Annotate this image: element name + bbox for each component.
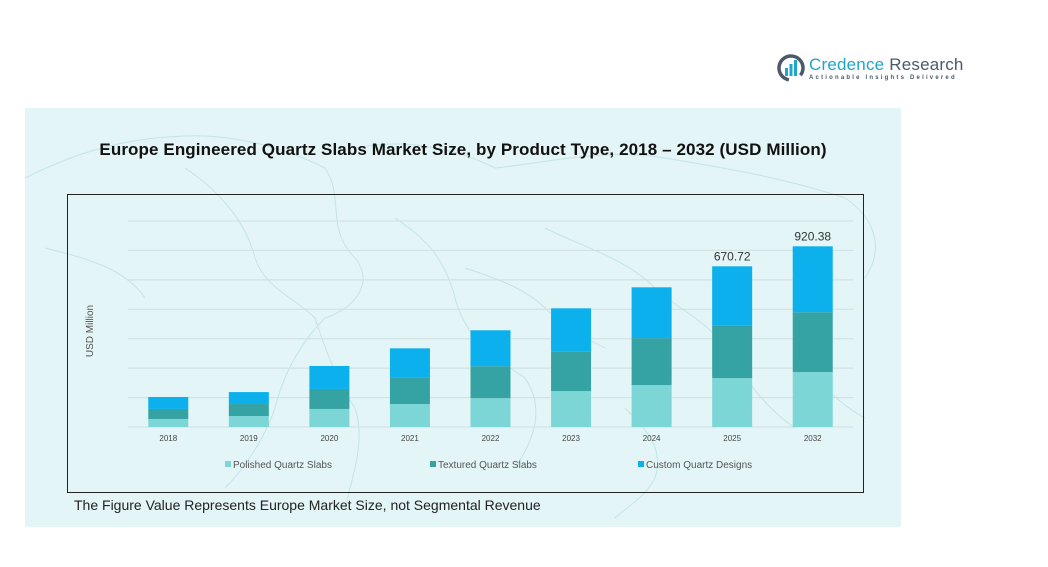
bar-segment-polished-quartz-slabs — [148, 418, 189, 427]
bar-stack-2032 — [792, 246, 833, 427]
bar-segment-custom-quartz-designs — [470, 330, 511, 367]
bar-chart-logo-icon — [777, 54, 805, 82]
legend-label: Custom Quartz Designs — [646, 460, 752, 471]
bar-segment-textured-quartz-slabs — [309, 388, 350, 409]
brand-name: Credence Research — [809, 54, 964, 74]
bar-segment-textured-quartz-slabs — [470, 366, 511, 399]
brand-tagline: Actionable Insights Delivered — [809, 74, 957, 81]
legend-swatch — [225, 461, 231, 467]
bar-stack-2025 — [712, 266, 753, 427]
x-tick-label: 2019 — [240, 434, 258, 443]
bar-stack-2019 — [228, 392, 269, 427]
bar-segment-custom-quartz-designs — [551, 308, 592, 352]
stacked-bar-chart: 2018 2019 2020 2021 2022 2023 2024 2025 670.72 20… — [85, 220, 853, 471]
bar-stack-2018 — [148, 396, 189, 427]
chart-panel: Europe Engineered Quartz Slabs Market Si… — [25, 108, 901, 527]
y-axis-label: USD Million — [85, 305, 96, 357]
chart-frame: 2018 2019 2020 2021 2022 2023 2024 2025 670.72 20… — [67, 194, 864, 493]
legend-item: Textured Quartz Slabs — [430, 460, 537, 471]
bar-segment-textured-quartz-slabs — [389, 377, 430, 405]
x-tick-label: 2023 — [562, 434, 580, 443]
bar-segment-textured-quartz-slabs — [148, 408, 189, 419]
bar-stack-2024 — [631, 287, 672, 427]
bar-segment-textured-quartz-slabs — [712, 325, 753, 379]
legend-item: Custom Quartz Designs — [638, 460, 752, 471]
bar-segment-custom-quartz-designs — [389, 348, 430, 378]
bar-segment-polished-quartz-slabs — [228, 416, 269, 427]
data-label-total: 920.38 — [794, 229, 831, 243]
bar-segment-custom-quartz-designs — [792, 246, 833, 313]
x-tick-label: 2024 — [643, 434, 661, 443]
legend-item: Polished Quartz Slabs — [225, 460, 332, 471]
legend-label: Polished Quartz Slabs — [233, 460, 332, 471]
x-tick-label: 2032 — [804, 434, 822, 443]
data-label-total: 670.72 — [714, 249, 751, 263]
bar-segment-custom-quartz-designs — [712, 266, 753, 326]
x-tick-label: 2022 — [482, 434, 500, 443]
bar-stack-2021 — [389, 348, 430, 427]
bar-segment-custom-quartz-designs — [309, 365, 350, 389]
bar-segment-custom-quartz-designs — [148, 396, 189, 409]
x-tick-label: 2025 — [723, 434, 741, 443]
bar-stack-2020 — [309, 365, 350, 427]
legend-label: Textured Quartz Slabs — [438, 460, 537, 471]
bar-segment-custom-quartz-designs — [631, 287, 672, 339]
legend-swatch — [430, 461, 436, 467]
brand-name-part2: Research — [884, 54, 964, 74]
bar-segment-textured-quartz-slabs — [551, 351, 592, 392]
bar-segment-textured-quartz-slabs — [228, 404, 269, 417]
bar-segment-custom-quartz-designs — [228, 392, 269, 405]
brand-logo: Credence Research Actionable Insights De… — [777, 54, 964, 82]
bar-segment-textured-quartz-slabs — [792, 312, 833, 373]
footnote: The Figure Value Represents Europe Marke… — [74, 497, 541, 513]
brand-name-part1: Credence — [809, 54, 885, 74]
x-tick-label: 2021 — [401, 434, 419, 443]
bar-segment-polished-quartz-slabs — [551, 391, 592, 427]
bar-segment-textured-quartz-slabs — [631, 338, 672, 386]
x-tick-label: 2020 — [320, 434, 338, 443]
legend-swatch — [638, 461, 644, 467]
bar-segment-polished-quartz-slabs — [631, 385, 672, 427]
bar-stack-2023 — [551, 308, 592, 427]
bar-segment-polished-quartz-slabs — [309, 408, 350, 427]
bar-segment-polished-quartz-slabs — [470, 398, 511, 427]
bar-stack-2022 — [470, 330, 511, 427]
bar-segment-polished-quartz-slabs — [792, 372, 833, 427]
bar-segment-polished-quartz-slabs — [389, 404, 430, 427]
chart-title: Europe Engineered Quartz Slabs Market Si… — [99, 140, 827, 159]
x-tick-label: 2018 — [159, 434, 177, 443]
bar-segment-polished-quartz-slabs — [712, 378, 753, 427]
